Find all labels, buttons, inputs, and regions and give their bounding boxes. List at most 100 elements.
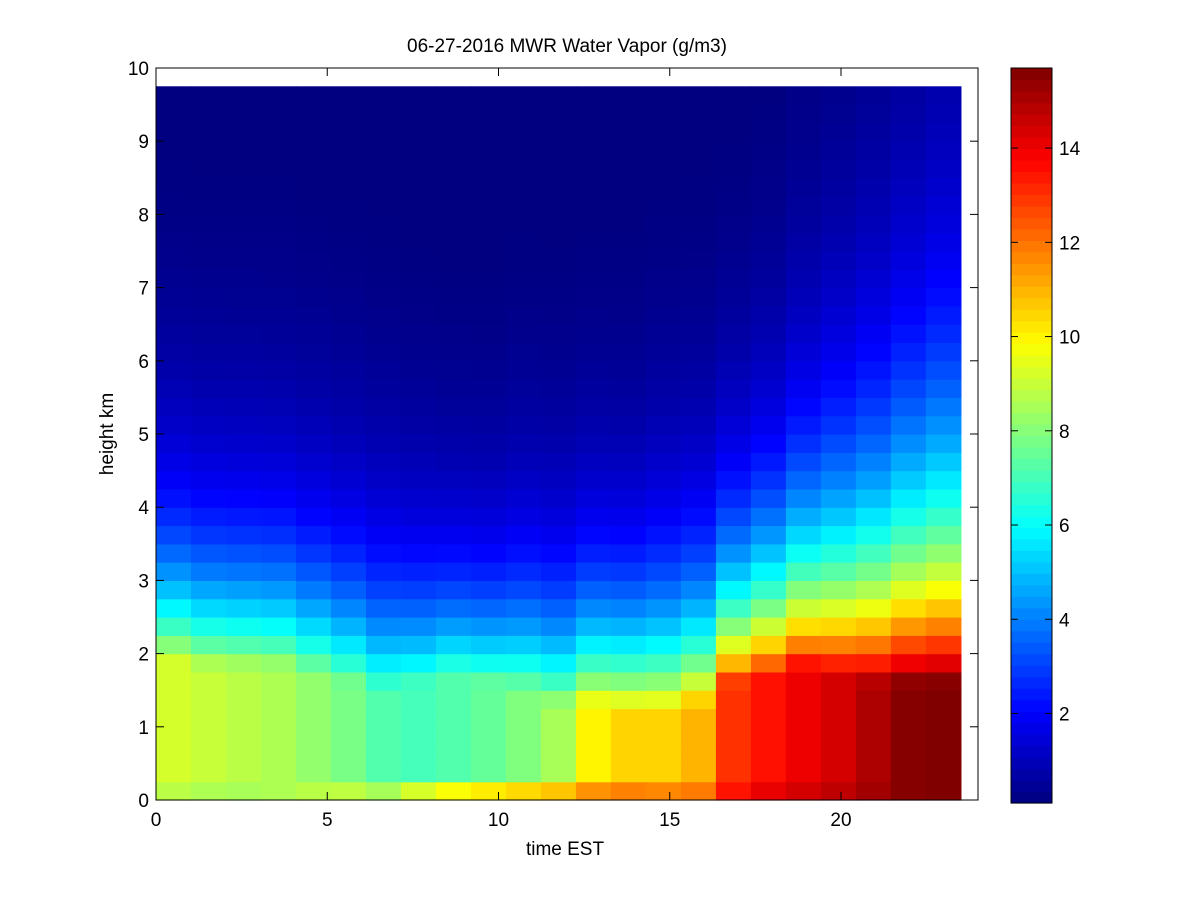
- heatmap-cell: [190, 342, 227, 362]
- heatmap-cell: [156, 580, 192, 600]
- heatmap-cell: [365, 470, 402, 490]
- heatmap-cell: [855, 562, 892, 581]
- heatmap-cell: [400, 726, 437, 746]
- heatmap-cell: [435, 470, 472, 490]
- heatmap-cell: [610, 745, 647, 764]
- heatmap-cell: [225, 580, 262, 600]
- heatmap-cell: [260, 434, 297, 453]
- heatmap-cell: [610, 141, 647, 161]
- heatmap-cell: [680, 745, 717, 764]
- heatmap-cell: [225, 141, 262, 161]
- heatmap-cell: [400, 397, 437, 417]
- heatmap-cell: [715, 653, 752, 673]
- heatmap-cell: [925, 543, 962, 563]
- heatmap-cell: [260, 745, 297, 764]
- heatmap-cell: [680, 159, 717, 179]
- heatmap-cell: [925, 745, 962, 764]
- x-axis-label: time EST: [526, 839, 605, 860]
- heatmap-cell: [855, 745, 892, 764]
- heatmap-cell: [190, 653, 227, 673]
- heatmap-cell: [470, 507, 507, 527]
- heatmap-cell: [295, 617, 332, 636]
- heatmap-cell: [540, 745, 577, 764]
- heatmap-cell: [925, 671, 962, 691]
- heatmap-cell: [820, 159, 857, 179]
- heatmap-cell: [365, 141, 402, 161]
- heatmap-cell: [750, 708, 787, 728]
- heatmap-cell: [890, 159, 927, 179]
- colorbar-strip: [1011, 492, 1052, 505]
- heatmap-cell: [225, 507, 262, 527]
- heatmap-cell: [260, 452, 297, 472]
- heatmap-cell: [820, 324, 857, 344]
- heatmap-cell: [400, 617, 437, 636]
- heatmap-cell: [925, 305, 962, 325]
- heatmap-cell: [470, 781, 507, 801]
- heatmap-cell: [260, 269, 297, 289]
- heatmap-cell: [925, 287, 962, 307]
- heatmap-cell: [645, 177, 682, 197]
- heatmap-cell: [540, 324, 577, 344]
- heatmap-cell: [645, 488, 682, 508]
- heatmap-cell: [925, 562, 962, 581]
- heatmap-cell: [505, 507, 542, 527]
- heatmap-cell: [156, 543, 192, 563]
- heatmap-cell: [925, 617, 962, 636]
- heatmap-cell: [365, 708, 402, 728]
- heatmap-cell: [645, 196, 682, 215]
- heatmap-cell: [610, 507, 647, 527]
- heatmap-cell: [540, 214, 577, 234]
- heatmap-cell: [610, 653, 647, 673]
- heatmap-cell: [540, 177, 577, 197]
- heatmap-cell: [610, 635, 647, 655]
- heatmap-cell: [295, 562, 332, 581]
- heatmap-cell: [505, 562, 542, 581]
- heatmap-cell: [295, 397, 332, 417]
- heatmap-cell: [260, 507, 297, 527]
- heatmap-cell: [785, 232, 822, 252]
- heatmap-cell: [295, 122, 332, 142]
- heatmap-cell: [260, 635, 297, 655]
- heatmap-cell: [190, 598, 227, 618]
- heatmap-cell: [400, 360, 437, 380]
- heatmap-cell: [470, 360, 507, 380]
- heatmap-cell: [505, 397, 542, 417]
- heatmap-cell: [855, 159, 892, 179]
- colorbar-strip: [1011, 435, 1052, 448]
- heatmap-cell: [715, 635, 752, 655]
- heatmap-cell: [260, 214, 297, 234]
- heatmap-cell: [610, 122, 647, 142]
- heatmap-cell: [505, 305, 542, 325]
- heatmap-cell: [190, 507, 227, 527]
- heatmap-cell: [680, 562, 717, 581]
- heatmap-cell: [470, 141, 507, 161]
- y-tick-label: 5: [138, 425, 149, 446]
- heatmap-cell: [365, 305, 402, 325]
- heatmap-cell: [225, 726, 262, 746]
- heatmap-cell: [680, 415, 717, 435]
- heatmap-cell: [610, 525, 647, 545]
- heatmap-cell: [156, 86, 192, 106]
- heatmap-cell: [190, 452, 227, 472]
- heatmap-cell: [295, 671, 332, 691]
- heatmap-cell: [190, 141, 227, 161]
- heatmap-cell: [820, 141, 857, 161]
- heatmap-cell: [575, 562, 612, 581]
- heatmap-cell: [505, 543, 542, 563]
- heatmap-cell: [330, 104, 367, 124]
- colorbar-strip: [1011, 688, 1052, 701]
- heatmap-cell: [575, 122, 612, 142]
- heatmap-cell: [785, 525, 822, 545]
- heatmap-cell: [295, 653, 332, 673]
- heatmap-cell: [470, 726, 507, 746]
- heatmap-cell: [365, 525, 402, 545]
- heatmap-cell: [190, 690, 227, 710]
- heatmap-cell: [225, 305, 262, 325]
- heatmap-cell: [295, 635, 332, 655]
- x-tick-label: 0: [151, 810, 162, 831]
- axes: 0 5 10 15 20 0 1 2 3 4 5 6 7 8 9 10: [128, 59, 979, 831]
- heatmap-cell: [470, 653, 507, 673]
- heatmap-cell: [715, 690, 752, 710]
- heatmap-cell: [330, 141, 367, 161]
- heatmap-cell: [610, 690, 647, 710]
